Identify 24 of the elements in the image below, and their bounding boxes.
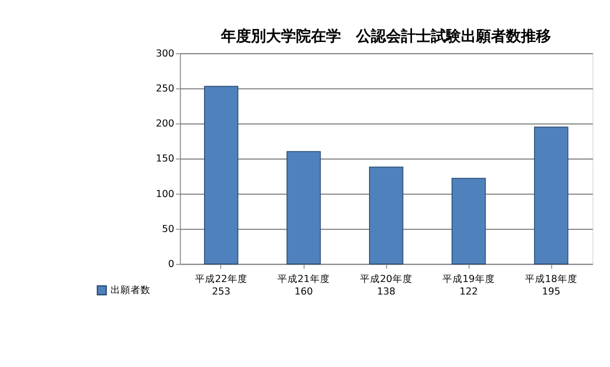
x-tick-label: 平成20年度 [360, 272, 412, 285]
y-tick-label: 150 [156, 154, 174, 165]
x-tick-label: 平成22年度 [195, 272, 248, 285]
x-tick-label: 平成19年度 [442, 272, 495, 285]
data-label: 138 [376, 286, 396, 298]
data-label: 160 [294, 286, 313, 298]
chart-title: 年度別大学院在学 公認会計士試験出願者数推移 [220, 27, 552, 45]
x-tick-label: 平成21年度 [278, 272, 330, 285]
y-tick-label: 100 [156, 188, 174, 200]
x-tick-label: 平成18年度 [525, 272, 578, 285]
bar [534, 126, 568, 264]
y-tick-label: 200 [156, 118, 174, 130]
data-label: 195 [542, 286, 560, 298]
y-tick-label: 250 [156, 83, 174, 94]
y-tick-label: 50 [162, 224, 174, 235]
legend-label: 出願者数 [110, 284, 151, 296]
y-tick-label: 0 [168, 259, 174, 270]
y-tick-label: 300 [156, 48, 174, 60]
data-label: 122 [459, 286, 478, 298]
bar [452, 178, 486, 264]
data-label: 253 [212, 286, 230, 298]
bar [369, 166, 404, 264]
bar [286, 151, 321, 264]
bar [204, 86, 238, 264]
